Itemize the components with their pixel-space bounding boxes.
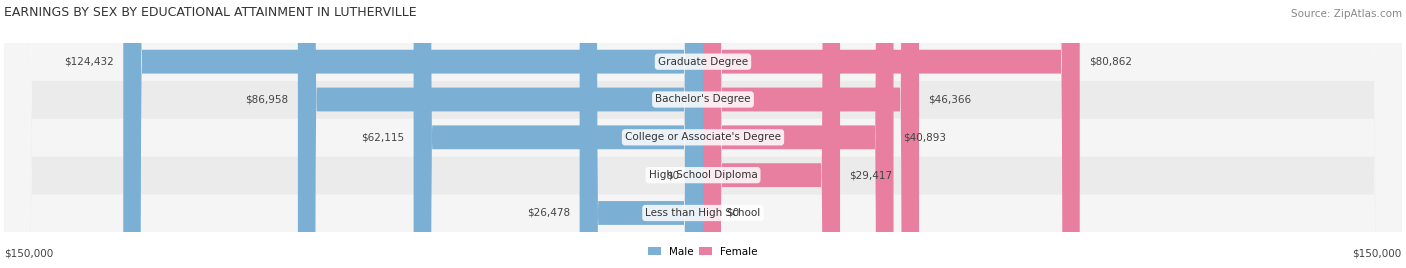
Text: Source: ZipAtlas.com: Source: ZipAtlas.com	[1291, 9, 1402, 19]
Text: $0: $0	[727, 208, 740, 218]
FancyBboxPatch shape	[4, 0, 1402, 268]
Text: $150,000: $150,000	[1353, 249, 1402, 259]
Text: $46,366: $46,366	[928, 95, 972, 105]
FancyBboxPatch shape	[413, 0, 703, 268]
FancyBboxPatch shape	[703, 0, 839, 268]
FancyBboxPatch shape	[4, 0, 1402, 268]
FancyBboxPatch shape	[579, 0, 703, 268]
FancyBboxPatch shape	[703, 0, 920, 268]
FancyBboxPatch shape	[703, 0, 894, 268]
Text: $150,000: $150,000	[4, 249, 53, 259]
Text: $26,478: $26,478	[527, 208, 571, 218]
Text: $86,958: $86,958	[246, 95, 288, 105]
FancyBboxPatch shape	[4, 0, 1402, 268]
Text: Graduate Degree: Graduate Degree	[658, 57, 748, 67]
Text: EARNINGS BY SEX BY EDUCATIONAL ATTAINMENT IN LUTHERVILLE: EARNINGS BY SEX BY EDUCATIONAL ATTAINMEN…	[4, 6, 416, 19]
FancyBboxPatch shape	[703, 0, 1080, 268]
Text: Less than High School: Less than High School	[645, 208, 761, 218]
FancyBboxPatch shape	[4, 0, 1402, 268]
Text: $124,432: $124,432	[65, 57, 114, 67]
FancyBboxPatch shape	[124, 0, 703, 268]
Text: $29,417: $29,417	[849, 170, 893, 180]
FancyBboxPatch shape	[4, 0, 1402, 268]
Text: High School Diploma: High School Diploma	[648, 170, 758, 180]
Text: $40,893: $40,893	[903, 132, 946, 142]
Text: $62,115: $62,115	[361, 132, 405, 142]
Text: $80,862: $80,862	[1090, 57, 1132, 67]
Legend: Male, Female: Male, Female	[644, 242, 762, 261]
Text: Bachelor's Degree: Bachelor's Degree	[655, 95, 751, 105]
Text: $0: $0	[666, 170, 679, 180]
Text: College or Associate's Degree: College or Associate's Degree	[626, 132, 780, 142]
FancyBboxPatch shape	[298, 0, 703, 268]
